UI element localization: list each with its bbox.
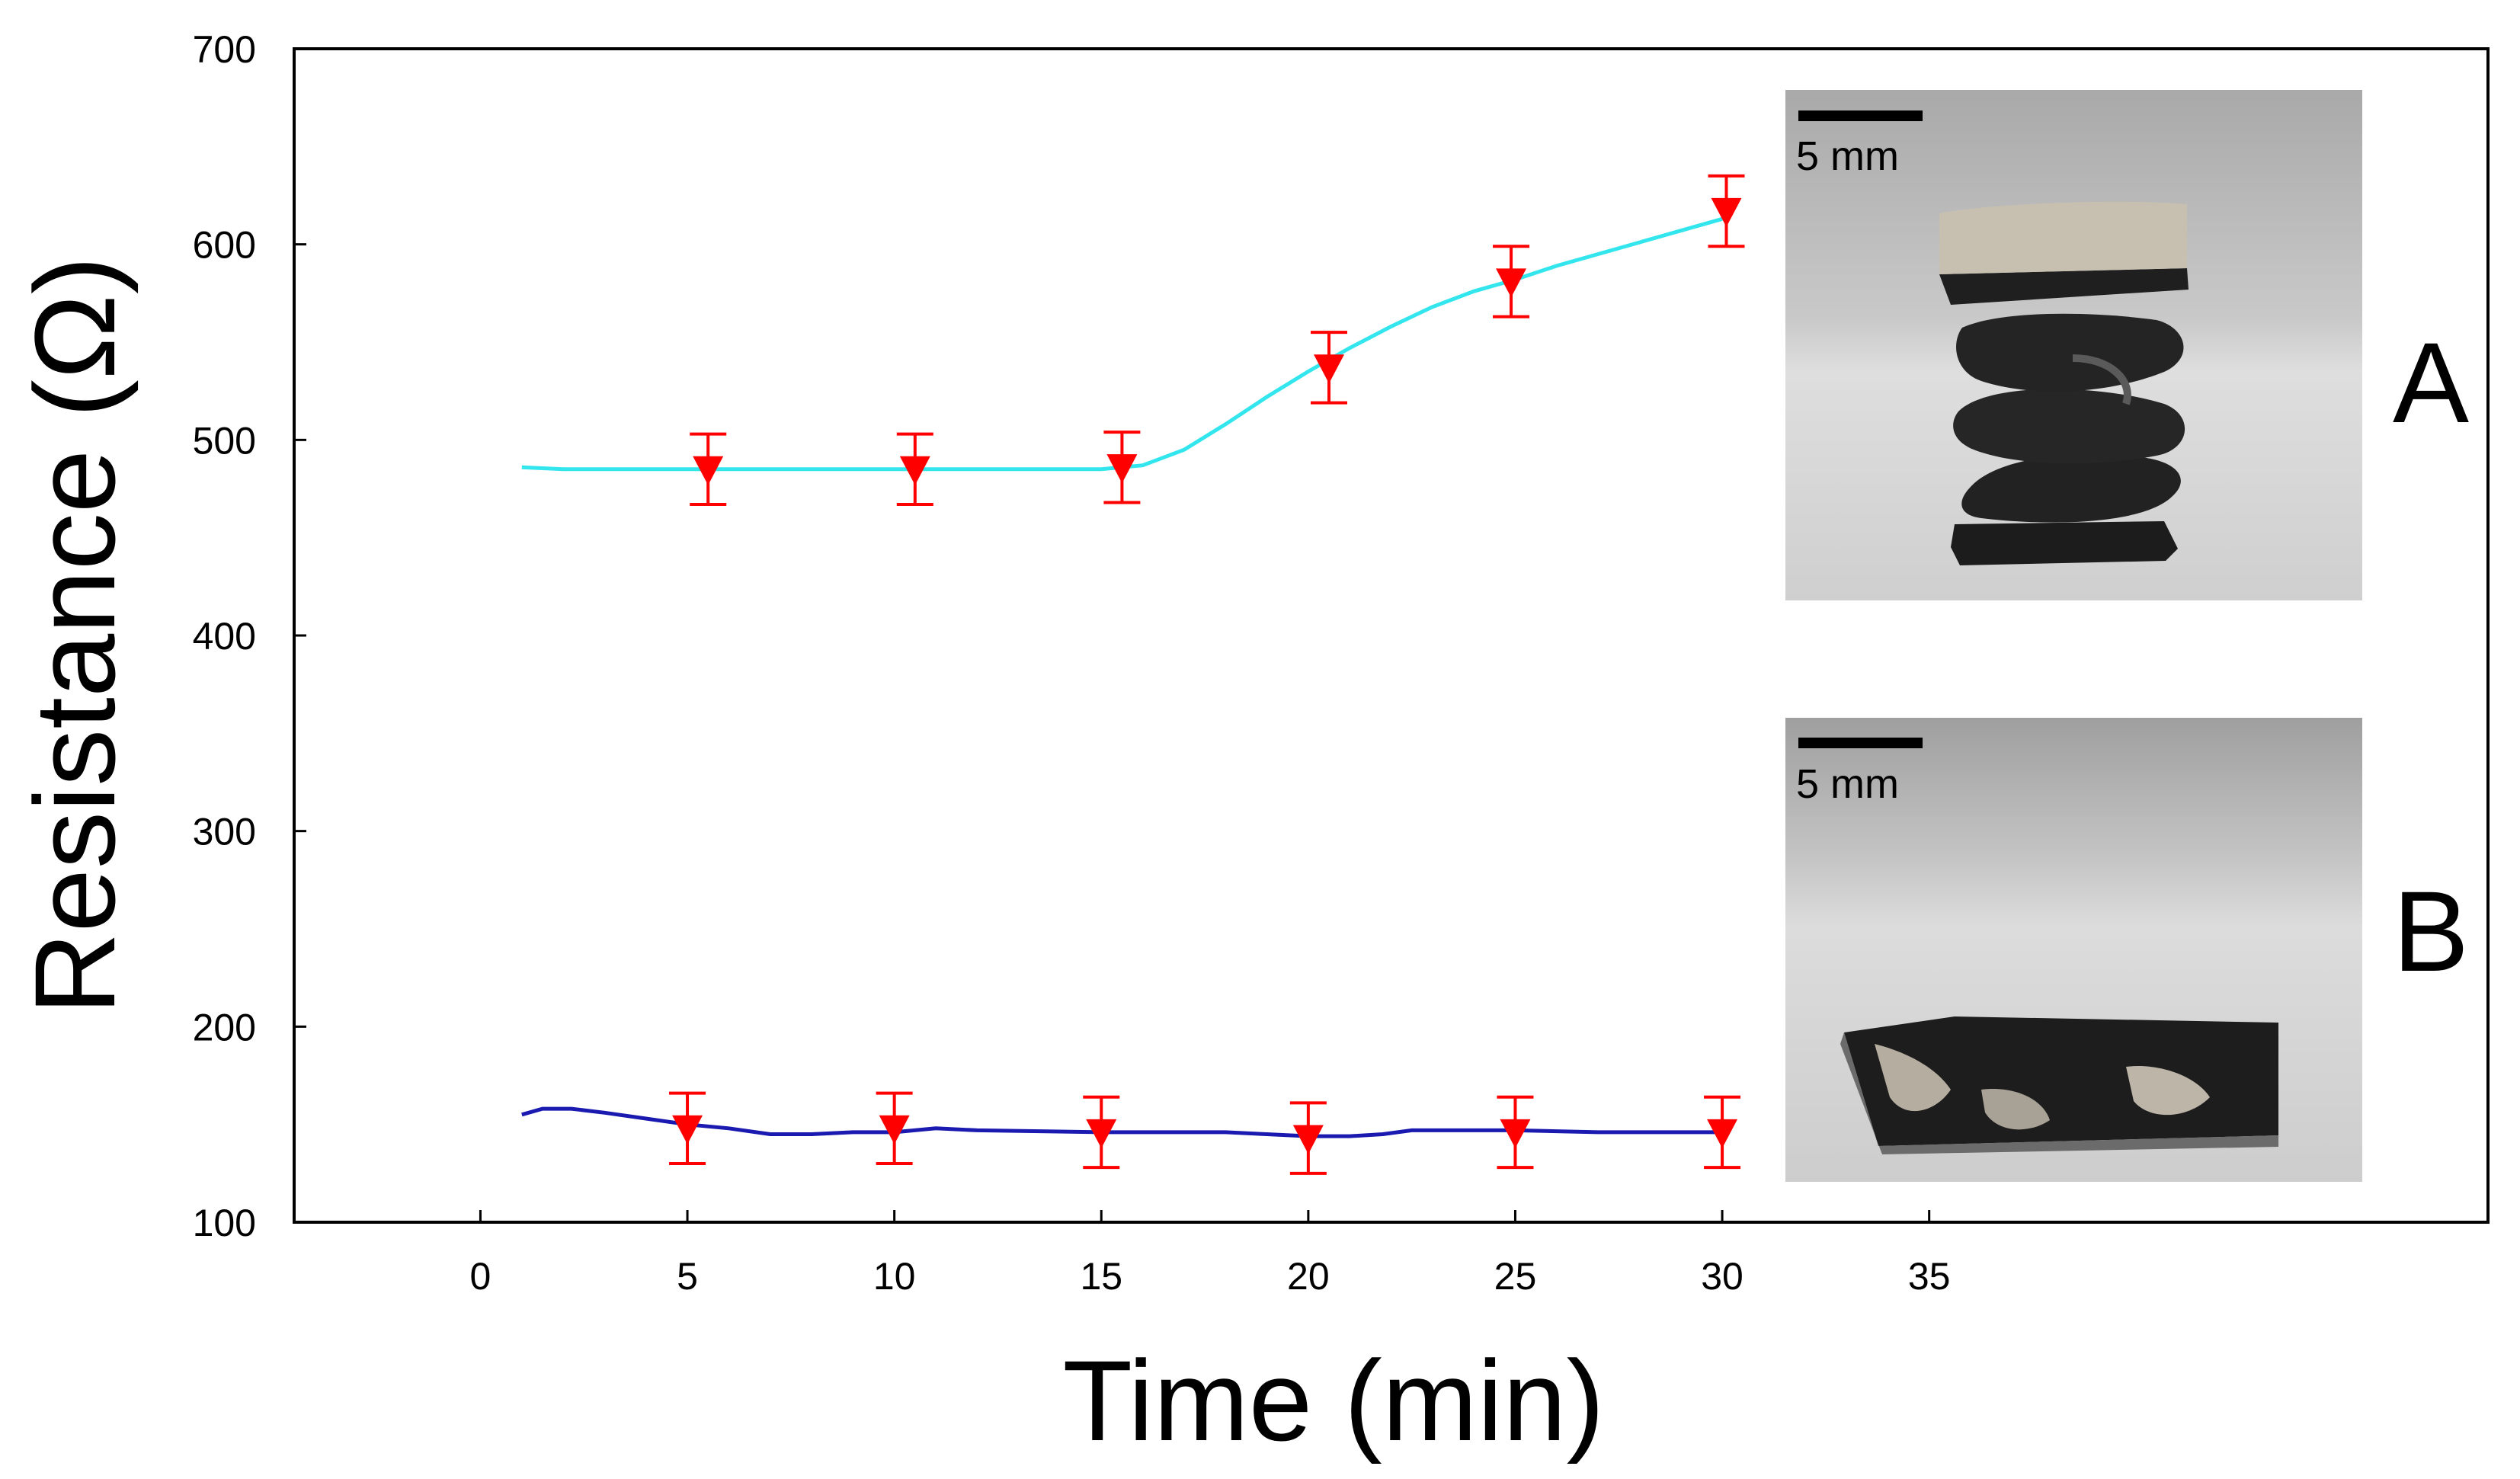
panel-label-b: B [2393, 867, 2469, 995]
series-a-point [1103, 431, 1141, 504]
series-a-point [1493, 245, 1530, 319]
y-axis-ticks: 100 200 300 400 500 600 700 [193, 28, 306, 1244]
x-tick-label: 20 [1287, 1255, 1330, 1298]
spring-top-plate [1939, 201, 2187, 274]
x-tick-label: 5 [677, 1255, 698, 1298]
data-marker [672, 1115, 703, 1144]
y-axis-title: Resistance (Ω) [11, 256, 139, 1015]
data-marker [1711, 197, 1742, 227]
x-tick-label: 10 [873, 1255, 916, 1298]
data-marker [1106, 454, 1138, 484]
series-b-point [1704, 1095, 1741, 1170]
y-tick-label: 600 [193, 224, 256, 267]
x-tick-label: 30 [1701, 1255, 1744, 1298]
data-marker [1707, 1119, 1738, 1148]
series-a-point [1311, 331, 1348, 405]
y-tick-label: 100 [193, 1202, 256, 1244]
sheet-sample-patch-3 [1981, 1089, 2050, 1130]
data-marker [899, 456, 930, 485]
data-marker [1496, 268, 1527, 298]
data-marker [1086, 1119, 1117, 1148]
series-b-point [1497, 1095, 1534, 1170]
data-marker [1314, 354, 1345, 384]
x-tick-label: 25 [1494, 1255, 1537, 1298]
y-tick-label: 700 [193, 28, 256, 71]
data-marker [879, 1115, 910, 1144]
sheet-sample-edge [1840, 1032, 2278, 1154]
spring-coil-middle [1953, 389, 2185, 464]
sheet-sample-patch-1 [1875, 1044, 1951, 1112]
y-tick-label: 300 [193, 811, 256, 853]
spring-coil-lower [1961, 454, 2181, 523]
spring-coil-upper [1956, 313, 2184, 392]
inset-b-scale-bar [1798, 738, 1923, 748]
y-tick-label: 200 [193, 1006, 256, 1048]
spring-coil-highlight [2072, 354, 2131, 405]
series-layer [521, 174, 1745, 1175]
series-a-point [896, 432, 933, 507]
series-a-point [690, 432, 727, 507]
series-b-point [1289, 1101, 1327, 1175]
inset-a-scale-text: 5 mm [1796, 133, 1899, 179]
x-tick-label: 35 [1908, 1255, 1951, 1298]
y-tick-label: 500 [193, 419, 256, 462]
x-axis-title: Time (min) [1062, 1337, 1604, 1465]
series-b-point [669, 1091, 706, 1165]
spring-top-plate-side [1939, 268, 2189, 305]
series-b-curve [521, 1106, 1723, 1138]
inset-a-scale-bar [1798, 110, 1923, 121]
inset-photo-b: 5 mm [1785, 718, 2362, 1182]
series-b-point [1083, 1095, 1120, 1170]
x-tick-label: 0 [470, 1255, 492, 1298]
data-marker [1500, 1119, 1531, 1148]
series-b-point [876, 1091, 913, 1165]
series-a-point [1708, 174, 1745, 248]
inset-photo-a: 5 mm [1785, 90, 2362, 600]
data-marker [1292, 1125, 1324, 1154]
inset-b-scale-text: 5 mm [1796, 761, 1899, 807]
y-tick-label: 400 [193, 615, 256, 658]
data-marker [693, 456, 724, 485]
spring-bottom-plate [1951, 521, 2178, 565]
x-axis-ticks: 0 5 10 15 20 25 30 35 [470, 1210, 1951, 1298]
panel-label-a: A [2393, 319, 2469, 447]
x-tick-label: 15 [1080, 1255, 1122, 1298]
sheet-sample-patch-2 [2126, 1066, 2210, 1116]
